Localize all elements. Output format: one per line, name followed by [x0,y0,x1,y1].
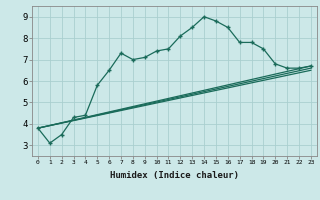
X-axis label: Humidex (Indice chaleur): Humidex (Indice chaleur) [110,171,239,180]
